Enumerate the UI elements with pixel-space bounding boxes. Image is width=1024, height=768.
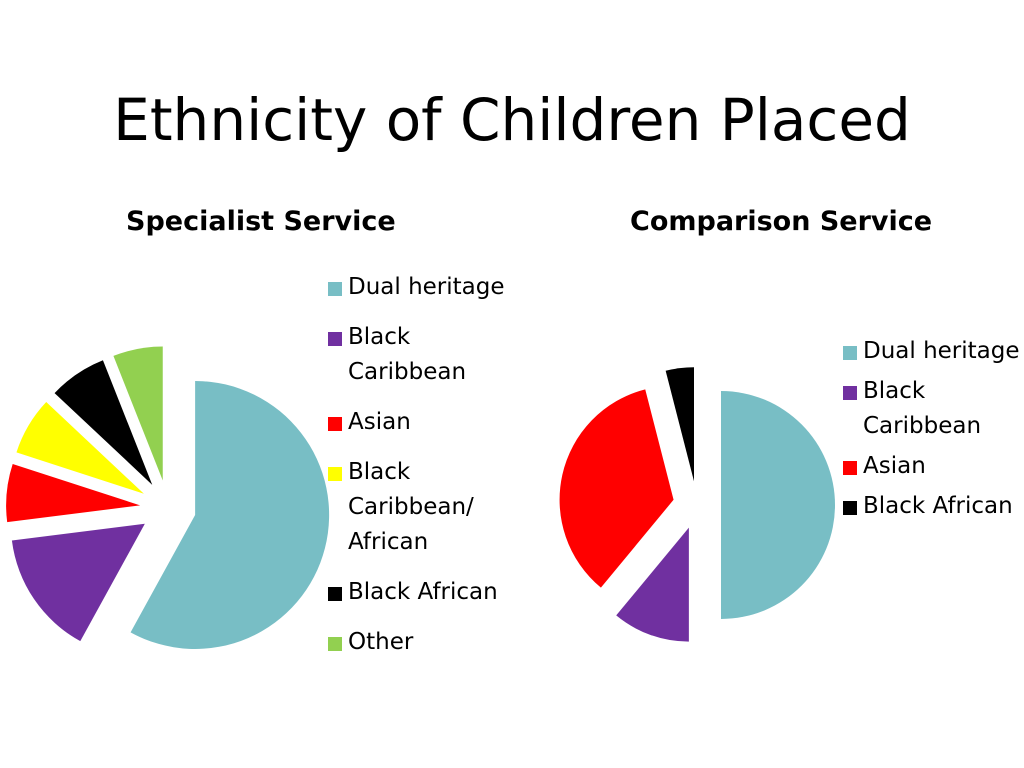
specialist-legend-item-black-caribbean-african: Black Caribbean/ African [328,455,508,560]
comparison-legend-item-asian: Asian [843,449,1023,484]
legend-label: Black African [348,579,498,605]
specialist-chart-title: Specialist Service [126,206,396,237]
legend-swatch [328,417,342,431]
specialist-legend-item-black-african: Black African [328,575,508,610]
comparison-slice-asian [559,389,674,588]
legend-swatch [843,346,857,360]
legend-label: Other [348,629,414,655]
specialist-legend-item-dual-heritage: Dual heritage [328,270,508,305]
legend-label: Black Caribbean [348,324,467,385]
comparison-slice-dual-heritage [721,391,835,619]
comparison-legend-item-black-caribbean: Black Caribbean [843,374,1023,444]
comparison-slice-black-african [665,367,694,482]
comparison-slice-black-caribbean [616,527,689,642]
legend-label: Asian [348,409,411,435]
specialist-slice-asian [6,463,141,523]
specialist-slice-dual-heritage [130,380,330,649]
specialist-legend: Dual heritage Black Caribbean Asian Black C… [328,270,508,675]
comparison-legend-item-dual-heritage: Dual heritage [843,334,1023,369]
specialist-legend-item-asian: Asian [328,405,508,440]
legend-label: Black Caribbean [863,378,982,439]
legend-swatch [328,587,342,601]
legend-swatch [328,637,342,651]
slide-title: Ethnicity of Children Placed [113,86,911,154]
comparison-legend: Dual heritage Black Caribbean Asian Black A… [843,334,1023,529]
legend-swatch [843,386,857,400]
comparison-chart-title: Comparison Service [630,206,933,237]
specialist-legend-item-other: Other [328,625,508,660]
legend-swatch [328,282,342,296]
specialist-slice-black-african [54,360,153,485]
legend-label: Asian [863,453,926,479]
specialist-legend-item-black-caribbean: Black Caribbean [328,320,508,390]
legend-label: Black Caribbean/ African [348,459,474,555]
legend-swatch [328,467,342,481]
comparison-legend-item-black-african: Black African [843,489,1023,524]
specialist-slice-black-caribbean [11,523,145,642]
legend-swatch [843,501,857,515]
specialist-slice-black-caribbean-african [16,402,144,494]
specialist-slice-other [113,346,163,481]
legend-label: Dual heritage [348,274,505,300]
legend-label: Dual heritage [863,338,1020,364]
legend-swatch [843,461,857,475]
legend-label: Black African [863,493,1013,519]
legend-swatch [328,332,342,346]
